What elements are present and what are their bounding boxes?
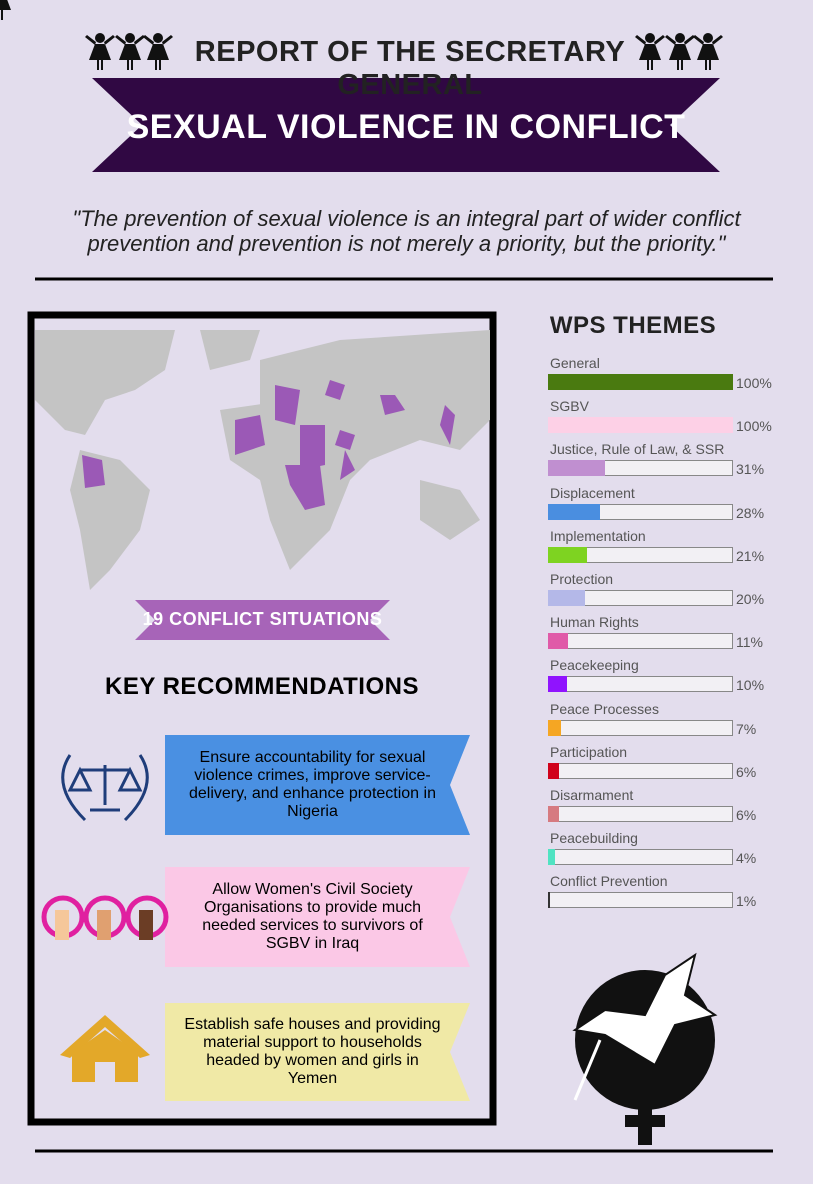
ribbon [165, 867, 470, 967]
recommendations-title: KEY RECOMMENDATIONS [105, 673, 419, 700]
bar [548, 503, 600, 520]
bar-track [548, 892, 733, 909]
bar-label: Conflict Prevention [550, 873, 668, 890]
bar [548, 762, 560, 779]
justice-icon [61, 754, 149, 822]
bar [548, 676, 567, 693]
bar [548, 719, 561, 736]
bar-track [548, 719, 733, 736]
dove-icon [572, 952, 718, 1145]
banner-text: SEXUAL VIOLENCE IN CONFLICT [126, 108, 686, 146]
value-label: 31% [736, 461, 765, 478]
bar [548, 546, 587, 563]
bar [548, 590, 585, 606]
bar-track [548, 849, 733, 866]
map-label: 19 CONFLICT SITUATIONS [142, 609, 383, 629]
bar-label: Implementation [550, 527, 646, 544]
quote: "The prevention of sexual violence is an… [72, 206, 741, 256]
bar-track [548, 676, 733, 693]
chart-title: WPS THEMES [549, 312, 717, 339]
map [35, 319, 490, 591]
value-label: 7% [736, 720, 757, 737]
bar [548, 417, 733, 434]
bar [548, 892, 550, 909]
bar [548, 374, 733, 390]
header-title: REPORT OF THE SECRETARY GENERAL [194, 36, 626, 101]
house-icon [60, 1015, 150, 1082]
recommendation: Establish safe houses and providing mate… [184, 1016, 441, 1087]
fist-icons [41, 895, 169, 940]
banner [92, 78, 720, 172]
value-label: 1% [736, 893, 757, 910]
women-icons [0, 0, 723, 70]
map-label-ribbon [135, 600, 390, 640]
bar-track [548, 633, 733, 650]
bar [548, 633, 569, 650]
bar [548, 849, 556, 866]
bar-label: SGBV [550, 398, 589, 415]
bar-label: Protection [550, 571, 614, 587]
value-label: 6% [736, 763, 757, 780]
bar-label: Disarmament [550, 787, 634, 803]
value-label: 10% [736, 677, 765, 694]
bar-label: Peacebuilding [550, 830, 638, 847]
recommendation: Ensure accountability for sexual violenc… [189, 749, 436, 820]
value-label: 20% [736, 591, 765, 607]
value-label: 4% [736, 850, 757, 867]
ribbon [165, 735, 470, 835]
bar-label: General [550, 355, 600, 371]
bar [548, 806, 560, 822]
bar-label: Displacement [550, 484, 635, 501]
recommendation: Allow Women's Civil Society Organisation… [202, 881, 423, 952]
bar-track [548, 762, 733, 779]
bar-label: Participation [550, 743, 628, 760]
value-label: 100% [736, 375, 772, 391]
bar-label: Justice, Rule of Law, & SSR [550, 441, 725, 458]
panel-border [27, 311, 497, 1126]
bar-label: Peace Processes [550, 700, 659, 717]
bar-label: Peacekeeping [550, 657, 639, 674]
bar-track [548, 806, 733, 822]
value-label: 11% [736, 634, 763, 651]
bar-label: Human Rights [550, 614, 639, 631]
value-label: 6% [736, 807, 757, 823]
ribbon [165, 1003, 470, 1101]
value-label: 28% [736, 504, 765, 521]
value-label: 21% [736, 547, 765, 564]
value-label: 100% [736, 418, 772, 435]
bar [548, 460, 606, 477]
